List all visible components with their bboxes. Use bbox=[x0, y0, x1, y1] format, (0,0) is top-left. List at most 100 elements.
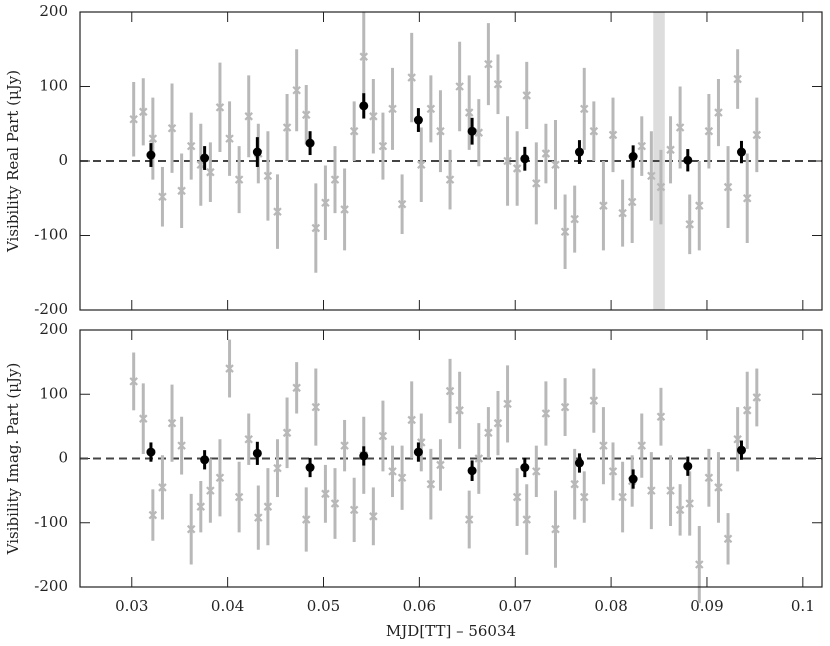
data-point bbox=[146, 447, 156, 457]
data-point bbox=[206, 167, 215, 177]
y-tick-label: 100 bbox=[39, 77, 68, 95]
data-point bbox=[742, 193, 752, 203]
data-point bbox=[330, 499, 340, 508]
data-point bbox=[464, 515, 474, 524]
data-point bbox=[138, 414, 148, 423]
x-tick-label: 0.07 bbox=[499, 597, 532, 615]
data-point bbox=[225, 134, 234, 143]
data-point bbox=[305, 462, 315, 472]
data-point bbox=[292, 85, 301, 95]
data-point bbox=[656, 412, 666, 422]
data-point bbox=[340, 205, 349, 214]
data-point bbox=[541, 409, 551, 418]
y-tick-label: -200 bbox=[34, 300, 68, 318]
data-point bbox=[167, 418, 177, 428]
data-point bbox=[736, 147, 746, 157]
data-point bbox=[321, 489, 330, 499]
data-point bbox=[167, 123, 177, 133]
data-point bbox=[637, 141, 647, 151]
data-point bbox=[493, 79, 503, 89]
data-point bbox=[714, 108, 723, 117]
x-tick-label: 0.05 bbox=[307, 597, 340, 615]
data-point bbox=[349, 126, 359, 136]
data-point bbox=[503, 399, 512, 409]
data-point bbox=[301, 110, 311, 120]
data-point bbox=[579, 492, 589, 502]
data-point bbox=[520, 462, 530, 472]
data-point bbox=[426, 479, 436, 489]
data-point bbox=[311, 223, 321, 233]
data-point bbox=[215, 103, 225, 112]
data-point bbox=[378, 431, 388, 441]
data-point bbox=[330, 175, 340, 184]
data-point bbox=[196, 160, 206, 170]
data-point bbox=[752, 130, 762, 140]
data-point bbox=[200, 455, 210, 465]
data-point bbox=[407, 73, 416, 82]
data-point bbox=[186, 524, 196, 534]
data-point bbox=[685, 499, 694, 508]
data-point bbox=[445, 175, 455, 184]
data-point bbox=[637, 441, 647, 450]
data-point bbox=[608, 467, 618, 476]
x-tick-label: 0.03 bbox=[115, 597, 148, 615]
data-point bbox=[618, 492, 627, 502]
data-point bbox=[666, 145, 675, 155]
data-point bbox=[273, 207, 282, 216]
data-point bbox=[200, 153, 210, 163]
data-point bbox=[436, 126, 445, 136]
data-point bbox=[252, 147, 262, 157]
data-point bbox=[484, 428, 493, 438]
data-point bbox=[359, 52, 369, 61]
data-point bbox=[234, 492, 244, 502]
data-point bbox=[752, 393, 762, 402]
data-point bbox=[503, 156, 512, 166]
data-point bbox=[273, 463, 282, 473]
data-point bbox=[723, 534, 733, 544]
data-point bbox=[574, 458, 584, 468]
data-point bbox=[493, 418, 503, 428]
x-axis-label: MJD[TT] – 56034 bbox=[386, 622, 516, 640]
data-point bbox=[733, 434, 742, 444]
data-point bbox=[215, 473, 225, 483]
data-point bbox=[512, 164, 522, 173]
data-point bbox=[589, 396, 599, 405]
data-point bbox=[321, 198, 330, 207]
y-tick-label: 0 bbox=[58, 449, 68, 467]
data-point bbox=[647, 486, 656, 495]
data-point bbox=[129, 115, 138, 124]
data-point bbox=[608, 130, 618, 140]
data-point bbox=[244, 434, 254, 444]
data-point bbox=[146, 150, 156, 160]
data-point bbox=[551, 524, 560, 534]
data-point bbox=[282, 428, 292, 438]
data-point bbox=[704, 126, 714, 136]
data-point bbox=[397, 199, 407, 209]
data-point bbox=[349, 505, 359, 515]
data-point bbox=[436, 460, 445, 470]
data-point bbox=[520, 154, 530, 164]
data-point bbox=[541, 149, 551, 158]
data-point bbox=[733, 74, 742, 84]
data-point bbox=[522, 515, 532, 524]
data-point bbox=[186, 141, 196, 151]
data-point bbox=[675, 123, 685, 132]
data-point bbox=[369, 512, 378, 521]
y-axis-label: Visibility Real Part (μJy) bbox=[4, 70, 22, 253]
data-point bbox=[206, 486, 215, 495]
data-point bbox=[683, 461, 693, 471]
data-point bbox=[305, 138, 315, 148]
data-point bbox=[455, 82, 464, 91]
data-point bbox=[397, 473, 407, 483]
data-point bbox=[244, 112, 254, 121]
data-point bbox=[148, 134, 158, 143]
data-point bbox=[484, 59, 493, 69]
y-tick-label: 0 bbox=[58, 151, 68, 169]
data-point bbox=[177, 441, 186, 450]
plot-frame bbox=[79, 11, 823, 311]
data-point bbox=[570, 214, 579, 224]
data-point bbox=[675, 505, 685, 515]
data-point bbox=[723, 182, 733, 192]
y-tick-label: -100 bbox=[34, 226, 68, 244]
